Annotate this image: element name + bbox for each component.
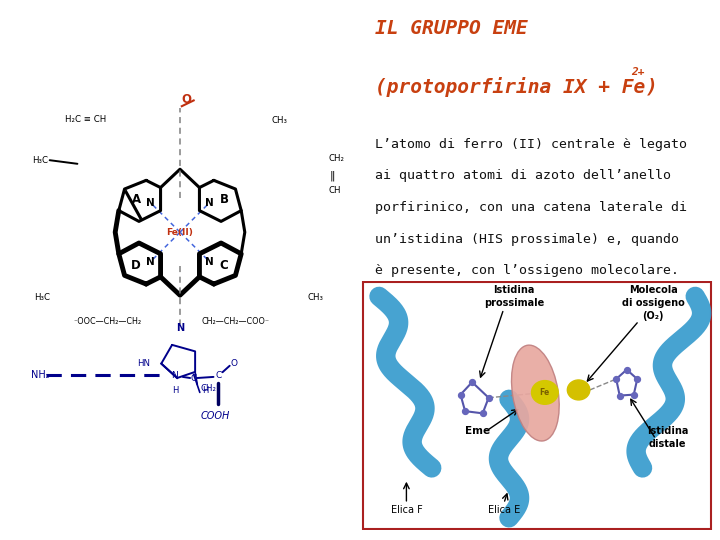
Text: CH₂: CH₂ <box>328 154 344 163</box>
Text: porfirinico, con una catena laterale di: porfirinico, con una catena laterale di <box>375 201 687 214</box>
Circle shape <box>567 380 590 400</box>
Text: N: N <box>146 198 155 208</box>
Text: C: C <box>220 259 228 272</box>
Text: Fe(II): Fe(II) <box>166 228 194 237</box>
Text: CH₂—CH₂—COO⁻: CH₂—CH₂—COO⁻ <box>202 316 270 326</box>
Text: Molecola: Molecola <box>629 285 678 295</box>
Text: (O₂): (O₂) <box>642 311 664 321</box>
Point <box>483 394 495 402</box>
Text: (protoporfirina IX + Fe: (protoporfirina IX + Fe <box>375 77 645 97</box>
Text: O: O <box>230 359 238 368</box>
Text: COOH: COOH <box>201 411 230 421</box>
Text: C: C <box>191 374 197 383</box>
Text: distale: distale <box>649 438 687 449</box>
Text: A: A <box>132 193 140 206</box>
Point <box>628 390 639 399</box>
Text: ‖: ‖ <box>329 171 335 181</box>
Text: N: N <box>205 198 214 208</box>
Text: Istidina: Istidina <box>647 426 688 436</box>
Text: B: B <box>220 193 228 206</box>
Text: Elica E: Elica E <box>487 505 520 515</box>
Point <box>455 390 467 399</box>
Text: L’atomo di ferro (II) centrale è legato: L’atomo di ferro (II) centrale è legato <box>375 138 687 151</box>
Text: H: H <box>172 386 178 395</box>
Text: O: O <box>181 93 192 106</box>
Point <box>467 378 478 387</box>
Text: Elica F: Elica F <box>390 505 423 515</box>
Text: Eme: Eme <box>465 426 490 436</box>
Text: prossimale: prossimale <box>484 299 544 308</box>
Text: HN: HN <box>138 359 150 368</box>
Text: D: D <box>131 259 141 272</box>
Text: H: H <box>202 386 208 395</box>
Text: CH₃: CH₃ <box>308 293 324 301</box>
Text: Fe: Fe <box>540 388 550 397</box>
Point <box>459 407 471 415</box>
Point <box>477 409 488 417</box>
Text: un’istidina (HIS prossimale) e, quando: un’istidina (HIS prossimale) e, quando <box>375 233 679 246</box>
Text: di ossigeno: di ossigeno <box>621 299 685 308</box>
Point <box>621 366 632 374</box>
Text: N: N <box>146 256 155 267</box>
Text: N: N <box>171 370 179 380</box>
Text: C: C <box>215 370 221 380</box>
Circle shape <box>531 381 558 404</box>
Text: ai quattro atomi di azoto dell’anello: ai quattro atomi di azoto dell’anello <box>375 170 671 183</box>
Point <box>631 375 643 383</box>
Text: CH: CH <box>328 186 341 195</box>
Text: N: N <box>176 323 184 333</box>
Text: Istidina: Istidina <box>494 285 535 295</box>
Text: CH₃: CH₃ <box>271 116 287 125</box>
Text: NH₂: NH₂ <box>30 370 49 380</box>
Text: è presente, con l’ossigeno molecolare.: è presente, con l’ossigeno molecolare. <box>375 265 679 278</box>
Point <box>614 392 626 400</box>
Point <box>611 375 622 383</box>
Text: H₃C: H₃C <box>34 293 50 301</box>
Ellipse shape <box>511 345 559 441</box>
Text: ⁻OOC—CH₂—CH₂: ⁻OOC—CH₂—CH₂ <box>73 316 142 326</box>
Text: CH₂: CH₂ <box>201 383 217 393</box>
Text: H₂C ≡ CH: H₂C ≡ CH <box>65 115 107 124</box>
Text: H₃C: H₃C <box>32 156 49 165</box>
Text: N: N <box>205 256 214 267</box>
Text: ): ) <box>646 77 657 96</box>
Text: IL GRUPPO EME: IL GRUPPO EME <box>375 19 528 38</box>
Text: 2+: 2+ <box>631 68 644 77</box>
